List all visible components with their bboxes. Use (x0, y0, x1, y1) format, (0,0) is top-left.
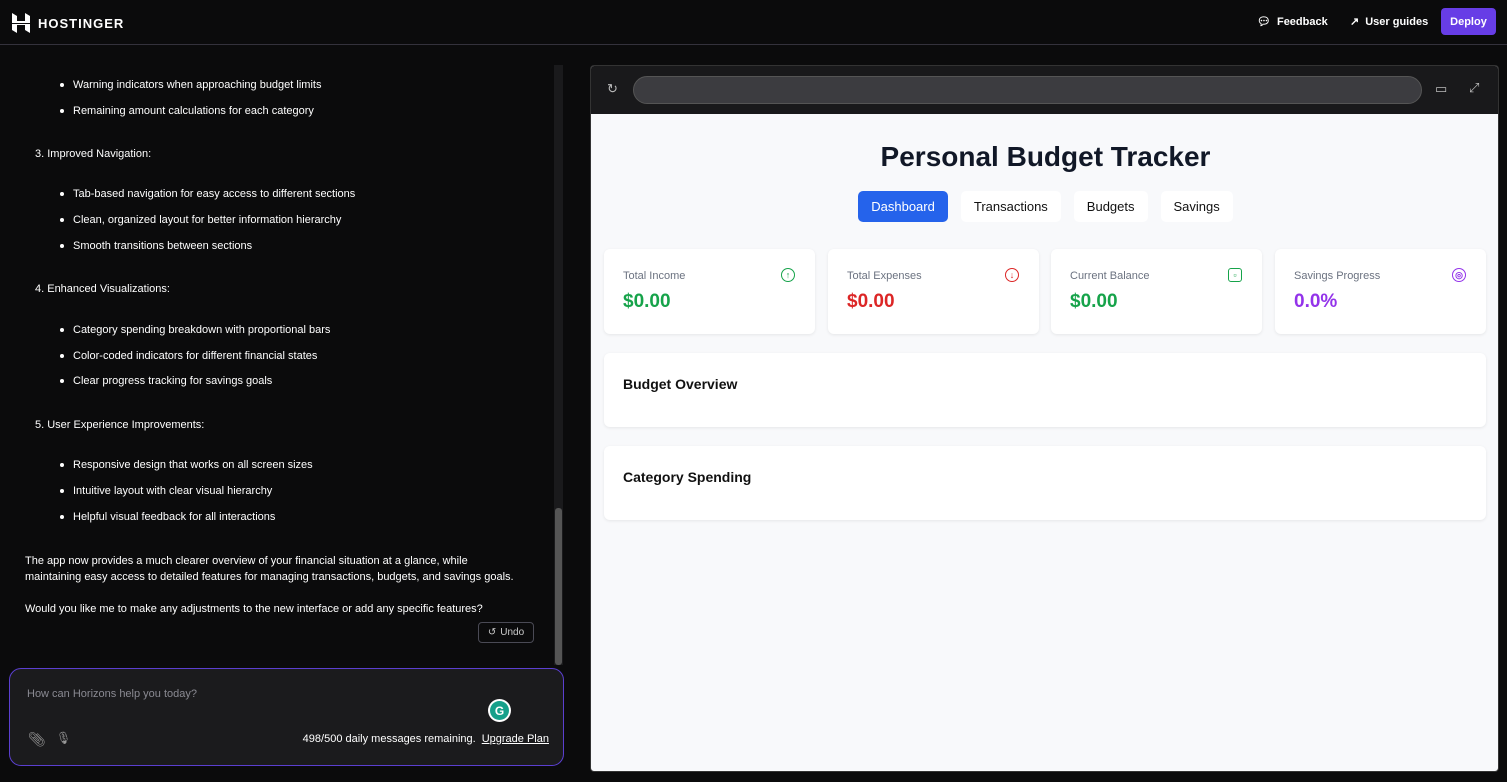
refresh-icon[interactable]: ↻ (607, 81, 618, 96)
tab-budgets[interactable]: Budgets (1073, 191, 1148, 222)
chat-bullet-item: Clear progress tracking for savings goal… (59, 375, 273, 387)
tab-dashboard[interactable]: Dashboard (858, 191, 948, 222)
user-guides-label: User guides (1365, 15, 1429, 28)
chat-input-placeholder[interactable]: How can Horizons help you today? (27, 688, 197, 700)
stat-label: Current Balance (1070, 270, 1150, 282)
external-link-icon: ↗ (1350, 16, 1360, 28)
chat-summary: The app now provides a much clearer over… (25, 555, 514, 583)
section-title: Budget Overview (623, 376, 738, 392)
remaining-text: 498/500 daily messages remaining. (302, 733, 476, 745)
fullscreen-icon[interactable]: ⤢ (1469, 80, 1480, 95)
stat-card: Savings Progress 0.0% ◎ (1275, 249, 1486, 334)
chat-scrollbar[interactable] (554, 65, 563, 665)
chat-bullet-item: Tab-based navigation for easy access to … (59, 188, 356, 200)
chat-bullet-item: Clean, organized layout for better infor… (59, 214, 342, 226)
tab-savings[interactable]: Savings (1160, 191, 1233, 222)
upgrade-plan-link[interactable]: Upgrade Plan (481, 733, 549, 745)
preview-panel: ↻ ▭ ⤢ Personal Budget Tracker Dashboard T… (590, 65, 1499, 772)
page-title: Personal Budget Tracker (880, 141, 1211, 172)
undo-icon: ↺ (487, 627, 497, 638)
stat-value: $0.00 (847, 291, 895, 312)
wallet-icon: ▫ (1228, 268, 1242, 282)
stat-card: Total Expenses $0.00 ↓ (828, 249, 1039, 334)
chat-bullet-item: Intuitive layout with clear visual hiera… (59, 485, 273, 497)
deploy-button[interactable]: Deploy (1441, 8, 1496, 35)
stat-card: Total Income $0.00 ↑ (604, 249, 815, 334)
user-guides-button[interactable]: ↗ User guides (1350, 8, 1428, 35)
category-spending-section: Category Spending (604, 446, 1486, 520)
stat-value: $0.00 (1070, 291, 1118, 312)
chat-bullet-item: Helpful visual feedback for all interact… (59, 511, 276, 523)
feedback-label: Feedback (1276, 15, 1328, 28)
hostinger-logo[interactable]: HOSTINGER (12, 13, 124, 33)
grammarly-icon[interactable]: G (488, 699, 511, 722)
messages-remaining: 498/500 daily messages remaining. Upgrade… (303, 733, 549, 745)
stat-label: Total Expenses (847, 270, 922, 282)
chat-bullet-item: Smooth transitions between sections (59, 240, 253, 252)
chat-question: Would you like me to make any adjustment… (25, 603, 483, 615)
tab-transactions[interactable]: Transactions (960, 191, 1061, 222)
stat-value: 0.0% (1294, 291, 1338, 312)
chat-bullet-item: Category spending breakdown with proport… (59, 324, 331, 336)
preview-url-bar[interactable] (633, 76, 1422, 104)
stat-value: $0.00 (623, 291, 671, 312)
paperclip-icon[interactable]: 📎︎ (28, 731, 46, 747)
chat-input-box[interactable]: How can Horizons help you today? G 📎︎ 🎙︎… (9, 668, 564, 766)
chat-list-heading: 5. User Experience Improvements: (35, 419, 205, 431)
hostinger-logo-icon (12, 13, 30, 33)
feedback-button[interactable]: 💬︎ Feedback (1257, 8, 1328, 35)
budget-overview-section: Budget Overview (604, 353, 1486, 427)
chat-bullet-item: Remaining amount calculations for each c… (60, 105, 314, 117)
device-toggle-icon[interactable]: ▭ (1435, 81, 1448, 96)
microphone-icon[interactable]: 🎙︎ (56, 731, 72, 745)
top-header: HOSTINGER 💬︎ Feedback ↗ User guides Deploy (0, 0, 1507, 45)
arrow-up-circle-icon: ↑ (781, 268, 795, 282)
stat-label: Savings Progress (1294, 270, 1381, 282)
chat-bubble-icon: 💬︎ (1257, 16, 1271, 28)
chat-bullet-item: Color-coded indicators for different fin… (59, 350, 318, 362)
stat-card: Current Balance $0.00 ▫ (1051, 249, 1262, 334)
chat-list-heading: 3. Improved Navigation: (35, 148, 152, 160)
undo-label: Undo (500, 627, 525, 638)
chat-bullet-item: Responsive design that works on all scre… (60, 459, 313, 471)
section-title: Category Spending (623, 469, 752, 485)
chat-list-heading: 4. Enhanced Visualizations: (35, 283, 170, 295)
target-icon: ◎ (1452, 268, 1466, 282)
preview-toolbar: ↻ ▭ ⤢ (591, 66, 1498, 114)
undo-button[interactable]: ↺ Undo (478, 622, 534, 643)
arrow-down-circle-icon: ↓ (1005, 268, 1019, 282)
chat-bullet-item: Warning indicators when approaching budg… (59, 79, 322, 91)
app-tabs: Dashboard Transactions Budgets Savings (591, 191, 1498, 222)
brand-name: HOSTINGER (38, 15, 125, 31)
chat-scrollbar-thumb[interactable] (555, 508, 562, 665)
stat-label: Total Income (623, 270, 686, 282)
